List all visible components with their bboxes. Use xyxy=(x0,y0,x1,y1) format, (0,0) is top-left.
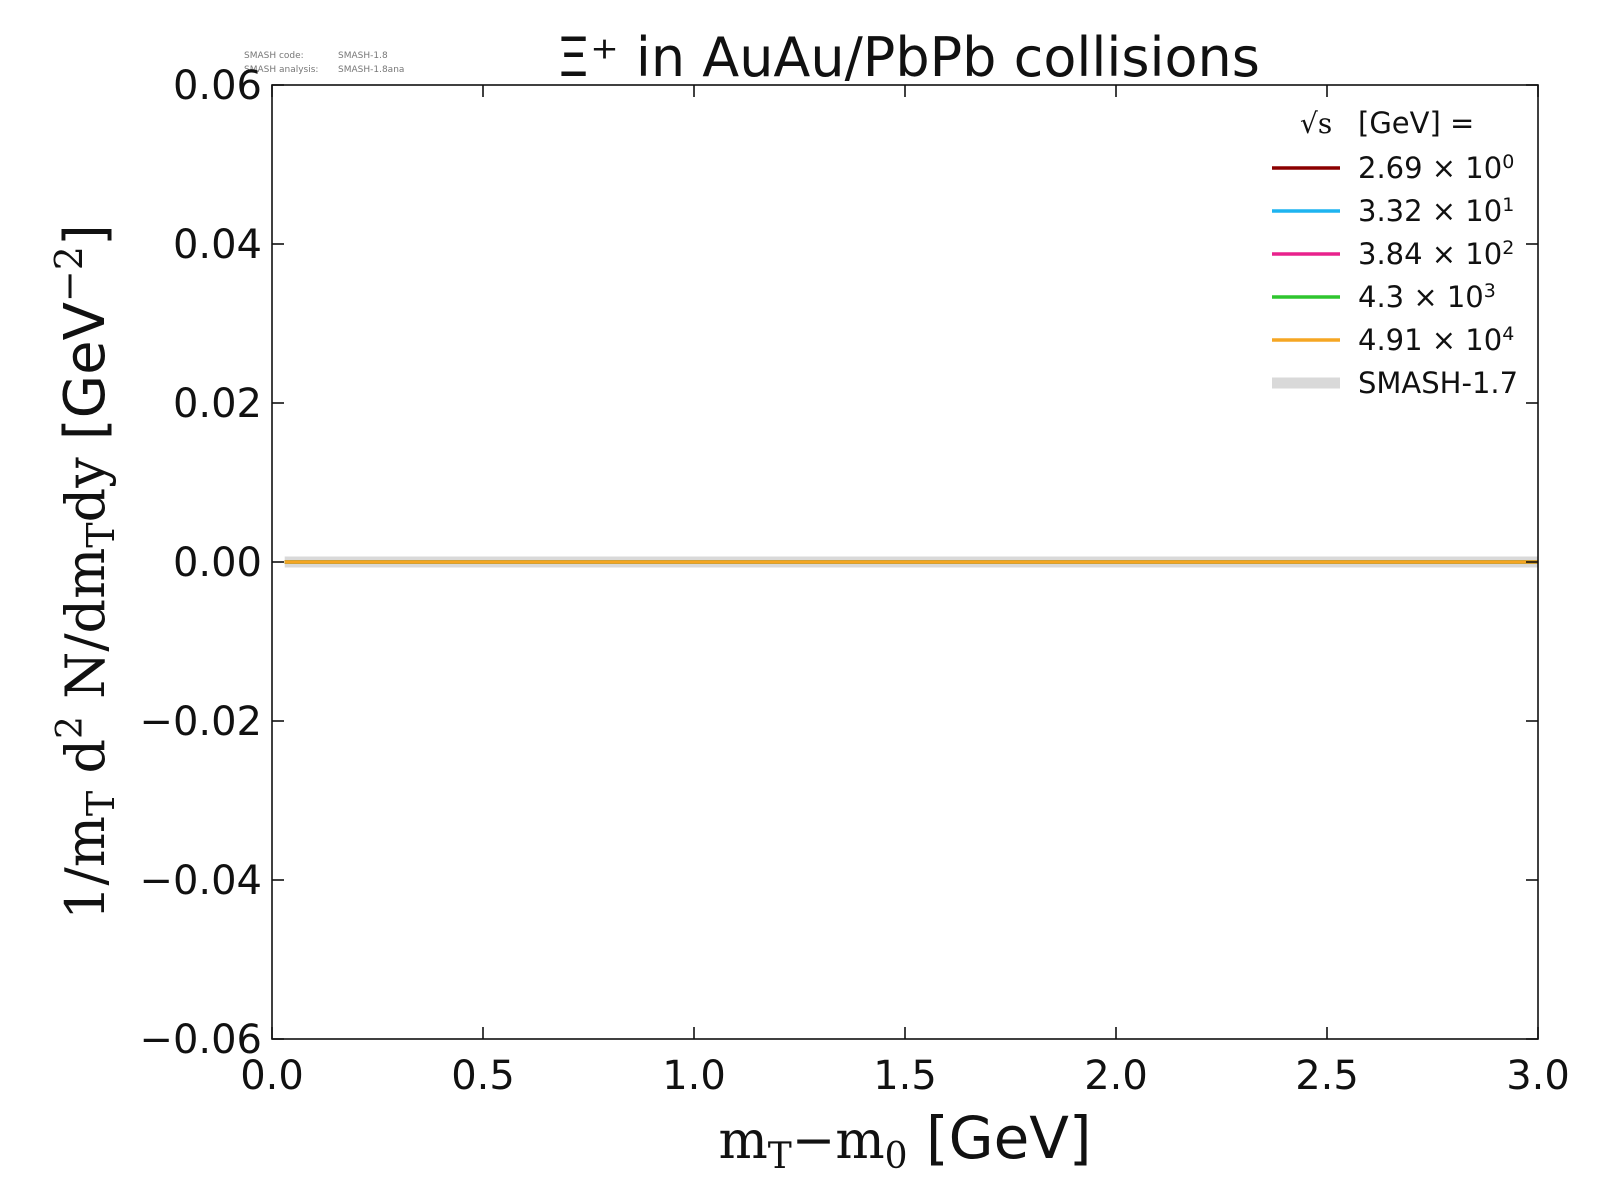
analysis-value: SMASH-1.8ana xyxy=(338,65,404,75)
y-tick-label: 0.02 xyxy=(173,381,262,427)
analysis-label: SMASH analysis: xyxy=(244,65,318,75)
y-tick-label: 0.04 xyxy=(173,222,262,268)
legend-header-unit: [GeV] = xyxy=(1358,106,1474,140)
code-value: SMASH-1.8 xyxy=(338,51,388,61)
x-tick-label: 0.0 xyxy=(240,1053,304,1099)
legend-entries: 2.69 × 100 3.32 × 101 3.84 × 102 4.3 × 103 4… xyxy=(1272,151,1518,400)
x-axis-label: mT−m0 [GeV] xyxy=(718,1104,1091,1177)
x-tick-label: 1.5 xyxy=(873,1053,937,1099)
y-tick-label: −0.02 xyxy=(139,699,262,745)
code-label: SMASH code: xyxy=(244,51,304,61)
legend-label: 3.32 × 101 xyxy=(1358,194,1514,228)
x-tick-label: 2.5 xyxy=(1295,1053,1359,1099)
x-tick-label: 1.0 xyxy=(662,1053,726,1099)
x-tick-label: 0.5 xyxy=(451,1053,515,1099)
legend-label: 2.69 × 100 xyxy=(1358,151,1514,185)
version-info: SMASH code: SMASH-1.8 SMASH analysis: SM… xyxy=(244,51,404,75)
ticks-layer: 0.0 0.5 1.0 1.5 2.0 2.5 3.0 −0.06 −0.04 −0.02 0.00… xyxy=(139,63,1569,1099)
legend: √s [GeV] = 2.69 × 100 3.32 × 101 3.84 × 10… xyxy=(1272,106,1518,400)
legend-label: 4.3 × 103 xyxy=(1358,280,1496,314)
x-tick-label: 3.0 xyxy=(1506,1053,1570,1099)
legend-label: 3.84 × 102 xyxy=(1358,237,1514,271)
y-tick-label: 0.06 xyxy=(173,63,262,109)
chart-title: Ξ⁺ in AuAu/PbPb collisions xyxy=(556,26,1260,89)
legend-header-sqrt: √s xyxy=(1300,107,1332,140)
y-tick-label: −0.04 xyxy=(139,858,262,904)
legend-label: SMASH-1.7 xyxy=(1358,366,1518,400)
x-tick-label: 2.0 xyxy=(1084,1053,1148,1099)
legend-label: 4.91 × 104 xyxy=(1358,323,1514,357)
y-axis-label: 1/mT d2 N/dmTdy [GeV−2] xyxy=(47,224,123,920)
y-tick-label: −0.06 xyxy=(139,1017,262,1063)
y-tick-label: 0.00 xyxy=(173,540,262,586)
